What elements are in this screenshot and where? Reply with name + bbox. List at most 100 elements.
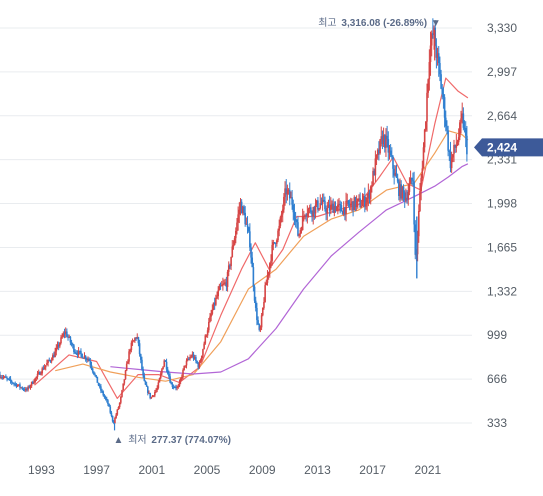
candle-body	[291, 197, 293, 205]
candle-body	[211, 309, 214, 314]
candle-body	[307, 209, 310, 214]
candle-body	[164, 360, 167, 362]
candle-body	[195, 357, 197, 361]
candle-body	[6, 377, 8, 379]
candle-body	[9, 378, 12, 382]
candle-body	[277, 230, 279, 241]
candle-body	[430, 33, 433, 46]
x-axis: 1993 1997 2001 2005 2009 2013 2017 2021	[28, 463, 441, 477]
candle-body	[369, 186, 372, 199]
candle-body	[108, 404, 110, 407]
candle-body	[297, 222, 299, 236]
candle-body	[339, 204, 341, 206]
candle-body	[347, 200, 350, 205]
high-prefix: 최고	[318, 17, 336, 29]
candle-body	[267, 272, 270, 276]
candle-body	[417, 210, 420, 237]
candle-body	[280, 214, 283, 218]
low-value: 277.37 (774.07%)	[151, 435, 231, 446]
candle-body	[178, 381, 181, 387]
candle-body	[132, 340, 135, 342]
candle-body	[371, 185, 373, 187]
candle-body	[15, 383, 18, 387]
high-annotation-text: 최고 3,316.08 (-26.89%) ▼	[318, 17, 440, 29]
candle-body	[44, 365, 47, 368]
candle-body	[217, 290, 219, 297]
candle-body	[76, 353, 79, 355]
candle-body	[380, 136, 383, 140]
candle-body	[116, 409, 119, 415]
candle-body	[8, 378, 11, 380]
candle-body	[249, 231, 251, 248]
candle-body	[345, 200, 347, 215]
candle-body	[273, 242, 276, 244]
high-value: 3,316.08 (-26.89%)	[341, 18, 427, 29]
candle-body	[454, 144, 456, 148]
candle-body	[128, 351, 130, 362]
candle-body	[247, 227, 250, 232]
candle-body	[453, 144, 455, 155]
candle-body	[320, 203, 323, 205]
candle-body	[337, 204, 339, 207]
candle-body	[396, 177, 399, 182]
candle-body	[63, 333, 66, 335]
candle-body	[442, 94, 445, 98]
candle-body	[111, 415, 114, 422]
candle-body	[276, 240, 278, 244]
candle-body	[437, 53, 440, 64]
candle-body	[0, 377, 2, 379]
candle-body	[218, 285, 221, 291]
candle-body	[295, 219, 298, 223]
candle-body	[266, 275, 269, 283]
candle-body	[338, 204, 340, 206]
candle-body	[385, 135, 387, 148]
candle-body	[138, 343, 141, 355]
candle-body	[226, 271, 229, 287]
candle-body	[252, 267, 255, 287]
candle-body	[78, 350, 81, 352]
candle-body	[286, 190, 289, 195]
candle-body	[420, 178, 422, 192]
candle-body	[373, 170, 376, 176]
candle-body	[184, 365, 187, 367]
candle-body	[157, 382, 160, 388]
candle-body	[148, 392, 150, 394]
candle-body	[433, 27, 435, 35]
candle-body	[90, 364, 93, 369]
candle-body	[358, 198, 360, 200]
candle-body	[7, 378, 10, 380]
candle-body	[123, 379, 126, 384]
candle-body	[225, 282, 228, 287]
candle-body	[154, 392, 156, 396]
candle-body	[334, 205, 337, 212]
candle-body	[80, 351, 82, 354]
candle-body	[101, 390, 103, 392]
candle-body	[182, 369, 184, 378]
y-tick-label: 1,332	[487, 284, 517, 298]
candle-body	[303, 215, 305, 217]
current-price-badge: 2,424	[474, 138, 543, 157]
candle-body	[163, 360, 166, 367]
candle-body	[460, 118, 462, 123]
price-candles	[0, 18, 468, 431]
candle-body	[88, 358, 90, 361]
y-tick-label: 1,665	[487, 240, 517, 254]
candle-body	[156, 387, 158, 391]
candle-body	[398, 181, 400, 196]
candle-body	[234, 230, 237, 239]
candle-body	[466, 135, 468, 155]
candle-body	[413, 181, 415, 225]
candle-body	[95, 375, 97, 377]
candle-body	[23, 389, 26, 391]
candle-body	[333, 205, 336, 213]
candle-body	[290, 197, 292, 199]
ma-mid-line	[55, 130, 469, 382]
candle-body	[74, 352, 76, 354]
candle-body	[60, 337, 62, 344]
current-price-badge-shape	[474, 138, 543, 157]
candle-body	[237, 214, 239, 223]
candle-body	[446, 126, 448, 131]
candle-body	[242, 206, 244, 214]
candle-body	[435, 45, 438, 58]
candle-body	[125, 363, 128, 371]
